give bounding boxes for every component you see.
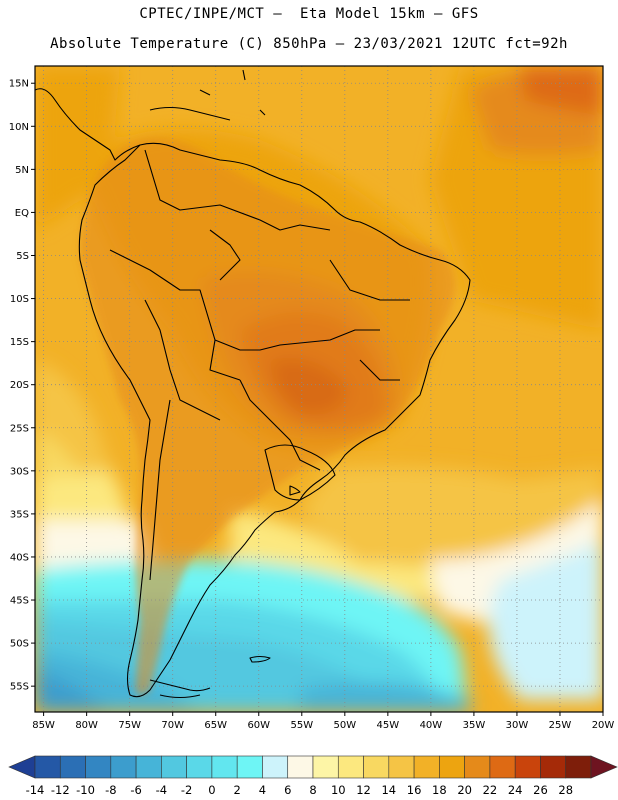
colorbar-label: 4	[259, 783, 266, 797]
colorbar-swatch	[287, 755, 314, 779]
lon-label: 80W	[75, 720, 98, 731]
colorbar-label: 12	[356, 783, 371, 797]
lon-label: 75W	[118, 720, 141, 731]
title-line-1: CPTEC/INPE/MCT – Eta Model 15km – GFS	[139, 6, 479, 22]
colorbar-label: 8	[309, 783, 316, 797]
lon-label: 35W	[463, 720, 486, 731]
lon-label: 25W	[549, 720, 572, 731]
colorbar-swatch	[337, 755, 364, 779]
colorbar-swatch	[464, 755, 491, 779]
lat-label: 50S	[10, 639, 29, 650]
lat-label: 10S	[10, 294, 29, 305]
colorbar-swatch	[236, 755, 263, 779]
lon-label: 60W	[247, 720, 270, 731]
colorbar-label: -4	[156, 783, 167, 797]
title-line-2: Absolute Temperature (C) 850hPa – 23/03/…	[50, 36, 568, 52]
colorbar-label: -6	[130, 783, 141, 797]
colorbar-swatch	[540, 755, 567, 779]
lon-label: 45W	[377, 720, 400, 731]
lon-label: 65W	[204, 720, 227, 731]
colorbar-label: 6	[284, 783, 291, 797]
colorbar-label: 14	[381, 783, 396, 797]
colorbar-label: 22	[483, 783, 498, 797]
latitude-labels: 15N 10N 5N EQ 5S 10S 15S 20S 25S 30S 35S 40S 45S 50S 5…	[9, 79, 35, 693]
colorbar-swatch	[59, 755, 86, 779]
colorbar-swatch	[312, 755, 339, 779]
lat-label: 30S	[10, 466, 29, 477]
colorbar-swatch	[161, 755, 187, 779]
colorbar-swatch	[262, 755, 289, 779]
lat-label: EQ	[15, 208, 29, 219]
colorbar-swatch	[439, 755, 465, 779]
lat-label: 25S	[10, 423, 29, 434]
lat-label: 10N	[9, 122, 29, 133]
colorbar-label: -14	[26, 783, 45, 797]
colorbar-label: 10	[331, 783, 346, 797]
lat-label: 5N	[15, 165, 29, 176]
colorbar-swatch	[135, 755, 162, 779]
longitude-labels: 85W 80W 75W 70W 65W 60W 55W 50W 45W 40W 35W 30W 25W 2…	[32, 712, 614, 731]
lon-label: 85W	[32, 720, 55, 731]
colorbar-swatch	[413, 755, 440, 779]
colorbar-swatch	[565, 755, 592, 779]
lat-label: 20S	[10, 380, 29, 391]
lon-label: 70W	[161, 720, 184, 731]
colorbar-swatch	[211, 755, 238, 779]
lat-label: 35S	[10, 509, 29, 520]
colorbar-label: 2	[234, 783, 241, 797]
colorbar-label: -10	[76, 783, 95, 797]
colorbar-swatch	[514, 755, 541, 779]
colorbar-max-arrow	[590, 755, 618, 779]
lon-label: 55W	[290, 720, 313, 731]
colorbar-label: 18	[432, 783, 447, 797]
temperature-field	[35, 66, 603, 712]
lat-label: 15S	[10, 337, 29, 348]
colorbar-label: 28	[558, 783, 573, 797]
lat-label: 45S	[10, 596, 29, 607]
colorbar	[8, 755, 618, 779]
lat-label: 5S	[16, 251, 29, 262]
colorbar-swatch	[363, 755, 390, 779]
colorbar-labels: -14 -12 -10 -8 -6 -4 -2 0 2 4 6 8 10 12 14 16 18 20 22 24 26…	[26, 783, 573, 797]
colorbar-swatch	[34, 755, 61, 779]
lat-label: 15N	[9, 79, 29, 90]
lat-label: 40S	[10, 552, 29, 563]
lat-label: 55S	[10, 682, 29, 693]
colorbar-swatch	[489, 755, 516, 779]
colorbar-swatch	[110, 755, 137, 779]
colorbar-min-arrow	[8, 755, 36, 779]
colorbar-label: 0	[208, 783, 215, 797]
colorbar-label: -8	[105, 783, 116, 797]
lon-label: 40W	[420, 720, 443, 731]
colorbar-label: 24	[508, 783, 523, 797]
colorbar-swatch	[388, 755, 415, 779]
coastlines	[34, 69, 471, 699]
lon-label: 20W	[592, 720, 615, 731]
colorbar-label: 26	[533, 783, 548, 797]
colorbar-label: -12	[51, 783, 70, 797]
colorbar-label: -2	[181, 783, 192, 797]
map-frame	[34, 65, 604, 713]
lon-label: 30W	[506, 720, 529, 731]
colorbar-label: 16	[407, 783, 422, 797]
lon-label: 50W	[334, 720, 357, 731]
colorbar-swatch	[85, 755, 112, 779]
colorbar-label: 20	[457, 783, 472, 797]
colorbar-swatch	[186, 755, 213, 779]
